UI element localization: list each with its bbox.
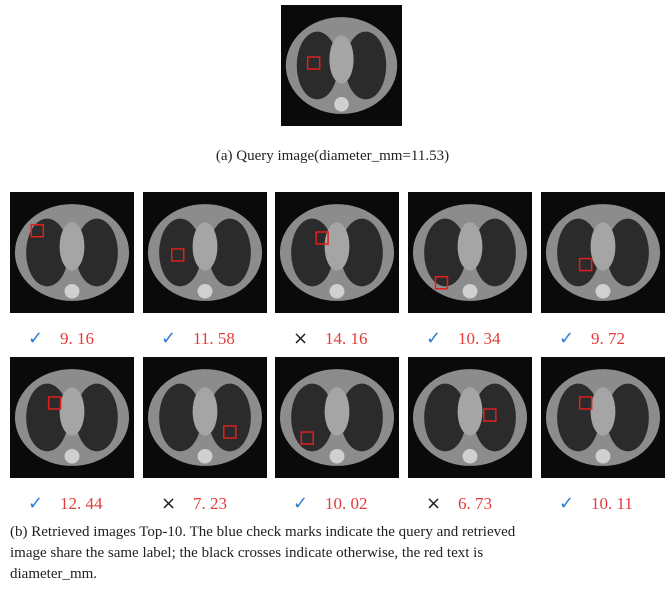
diameter-text: 10. 34 [458, 328, 501, 350]
result-label: ✓ 11. 58 [143, 328, 267, 350]
diameter-text: 9. 16 [60, 328, 94, 350]
spine [330, 284, 345, 299]
ct-image [10, 192, 134, 313]
mediastinum [329, 35, 353, 83]
diameter-text: 10. 02 [325, 493, 368, 515]
result-label: ✓ 10. 02 [275, 493, 399, 515]
match-mark: ✓ [28, 493, 43, 515]
ct-image [143, 357, 267, 478]
query-caption: (a) Query image(diameter_mm=11.53) [0, 148, 665, 165]
figure-caption: (b) Retrieved images Top-10. The blue ch… [10, 522, 515, 585]
ct-image [541, 192, 665, 313]
diameter-text: 12. 44 [60, 493, 103, 515]
result-label: × 14. 16 [275, 328, 399, 350]
result-label: × 6. 73 [408, 493, 532, 515]
spine [334, 97, 349, 112]
result-label: ✓ 10. 34 [408, 328, 532, 350]
mediastinum [193, 387, 218, 435]
caption-line: (b) Retrieved images Top-10. The blue ch… [10, 522, 515, 543]
match-mark: ✓ [426, 328, 441, 350]
page: (a) Query image(diameter_mm=11.53) (b) R… [0, 0, 665, 597]
diameter-text: 6. 73 [458, 493, 492, 515]
ct-image [275, 357, 399, 478]
spine [65, 449, 80, 464]
mediastinum [591, 387, 616, 435]
result-label: ✓ 12. 44 [10, 493, 134, 515]
mediastinum [193, 222, 218, 270]
mediastinum [60, 387, 85, 435]
spine [463, 449, 478, 464]
ct-image [408, 357, 532, 478]
diameter-text: 10. 11 [591, 493, 633, 515]
diameter-text: 9. 72 [591, 328, 625, 350]
diameter-text: 14. 16 [325, 328, 368, 350]
match-mark: ✓ [161, 328, 176, 350]
mediastinum [60, 222, 85, 270]
mediastinum [325, 222, 350, 270]
match-mark: × [161, 493, 176, 515]
spine [596, 284, 611, 299]
mediastinum [325, 387, 350, 435]
ct-image [408, 192, 532, 313]
ct-image [275, 192, 399, 313]
mediastinum [458, 222, 483, 270]
spine [198, 284, 213, 299]
mediastinum [591, 222, 616, 270]
match-mark: ✓ [559, 493, 574, 515]
mediastinum [458, 387, 483, 435]
spine [198, 449, 213, 464]
ct-image [143, 192, 267, 313]
match-mark: × [293, 328, 308, 350]
caption-line: diameter_mm. [10, 564, 515, 585]
match-mark: ✓ [293, 493, 308, 515]
spine [463, 284, 478, 299]
ct-image [281, 5, 402, 126]
diameter-text: 11. 58 [193, 328, 235, 350]
spine [596, 449, 611, 464]
result-label: × 7. 23 [143, 493, 267, 515]
result-label: ✓ 9. 72 [541, 328, 665, 350]
result-label: ✓ 10. 11 [541, 493, 665, 515]
diameter-text: 7. 23 [193, 493, 227, 515]
match-mark: ✓ [559, 328, 574, 350]
ct-image [541, 357, 665, 478]
caption-line: image share the same label; the black cr… [10, 543, 515, 564]
match-mark: ✓ [28, 328, 43, 350]
spine [330, 449, 345, 464]
result-label: ✓ 9. 16 [10, 328, 134, 350]
match-mark: × [426, 493, 441, 515]
spine [65, 284, 80, 299]
ct-image [10, 357, 134, 478]
